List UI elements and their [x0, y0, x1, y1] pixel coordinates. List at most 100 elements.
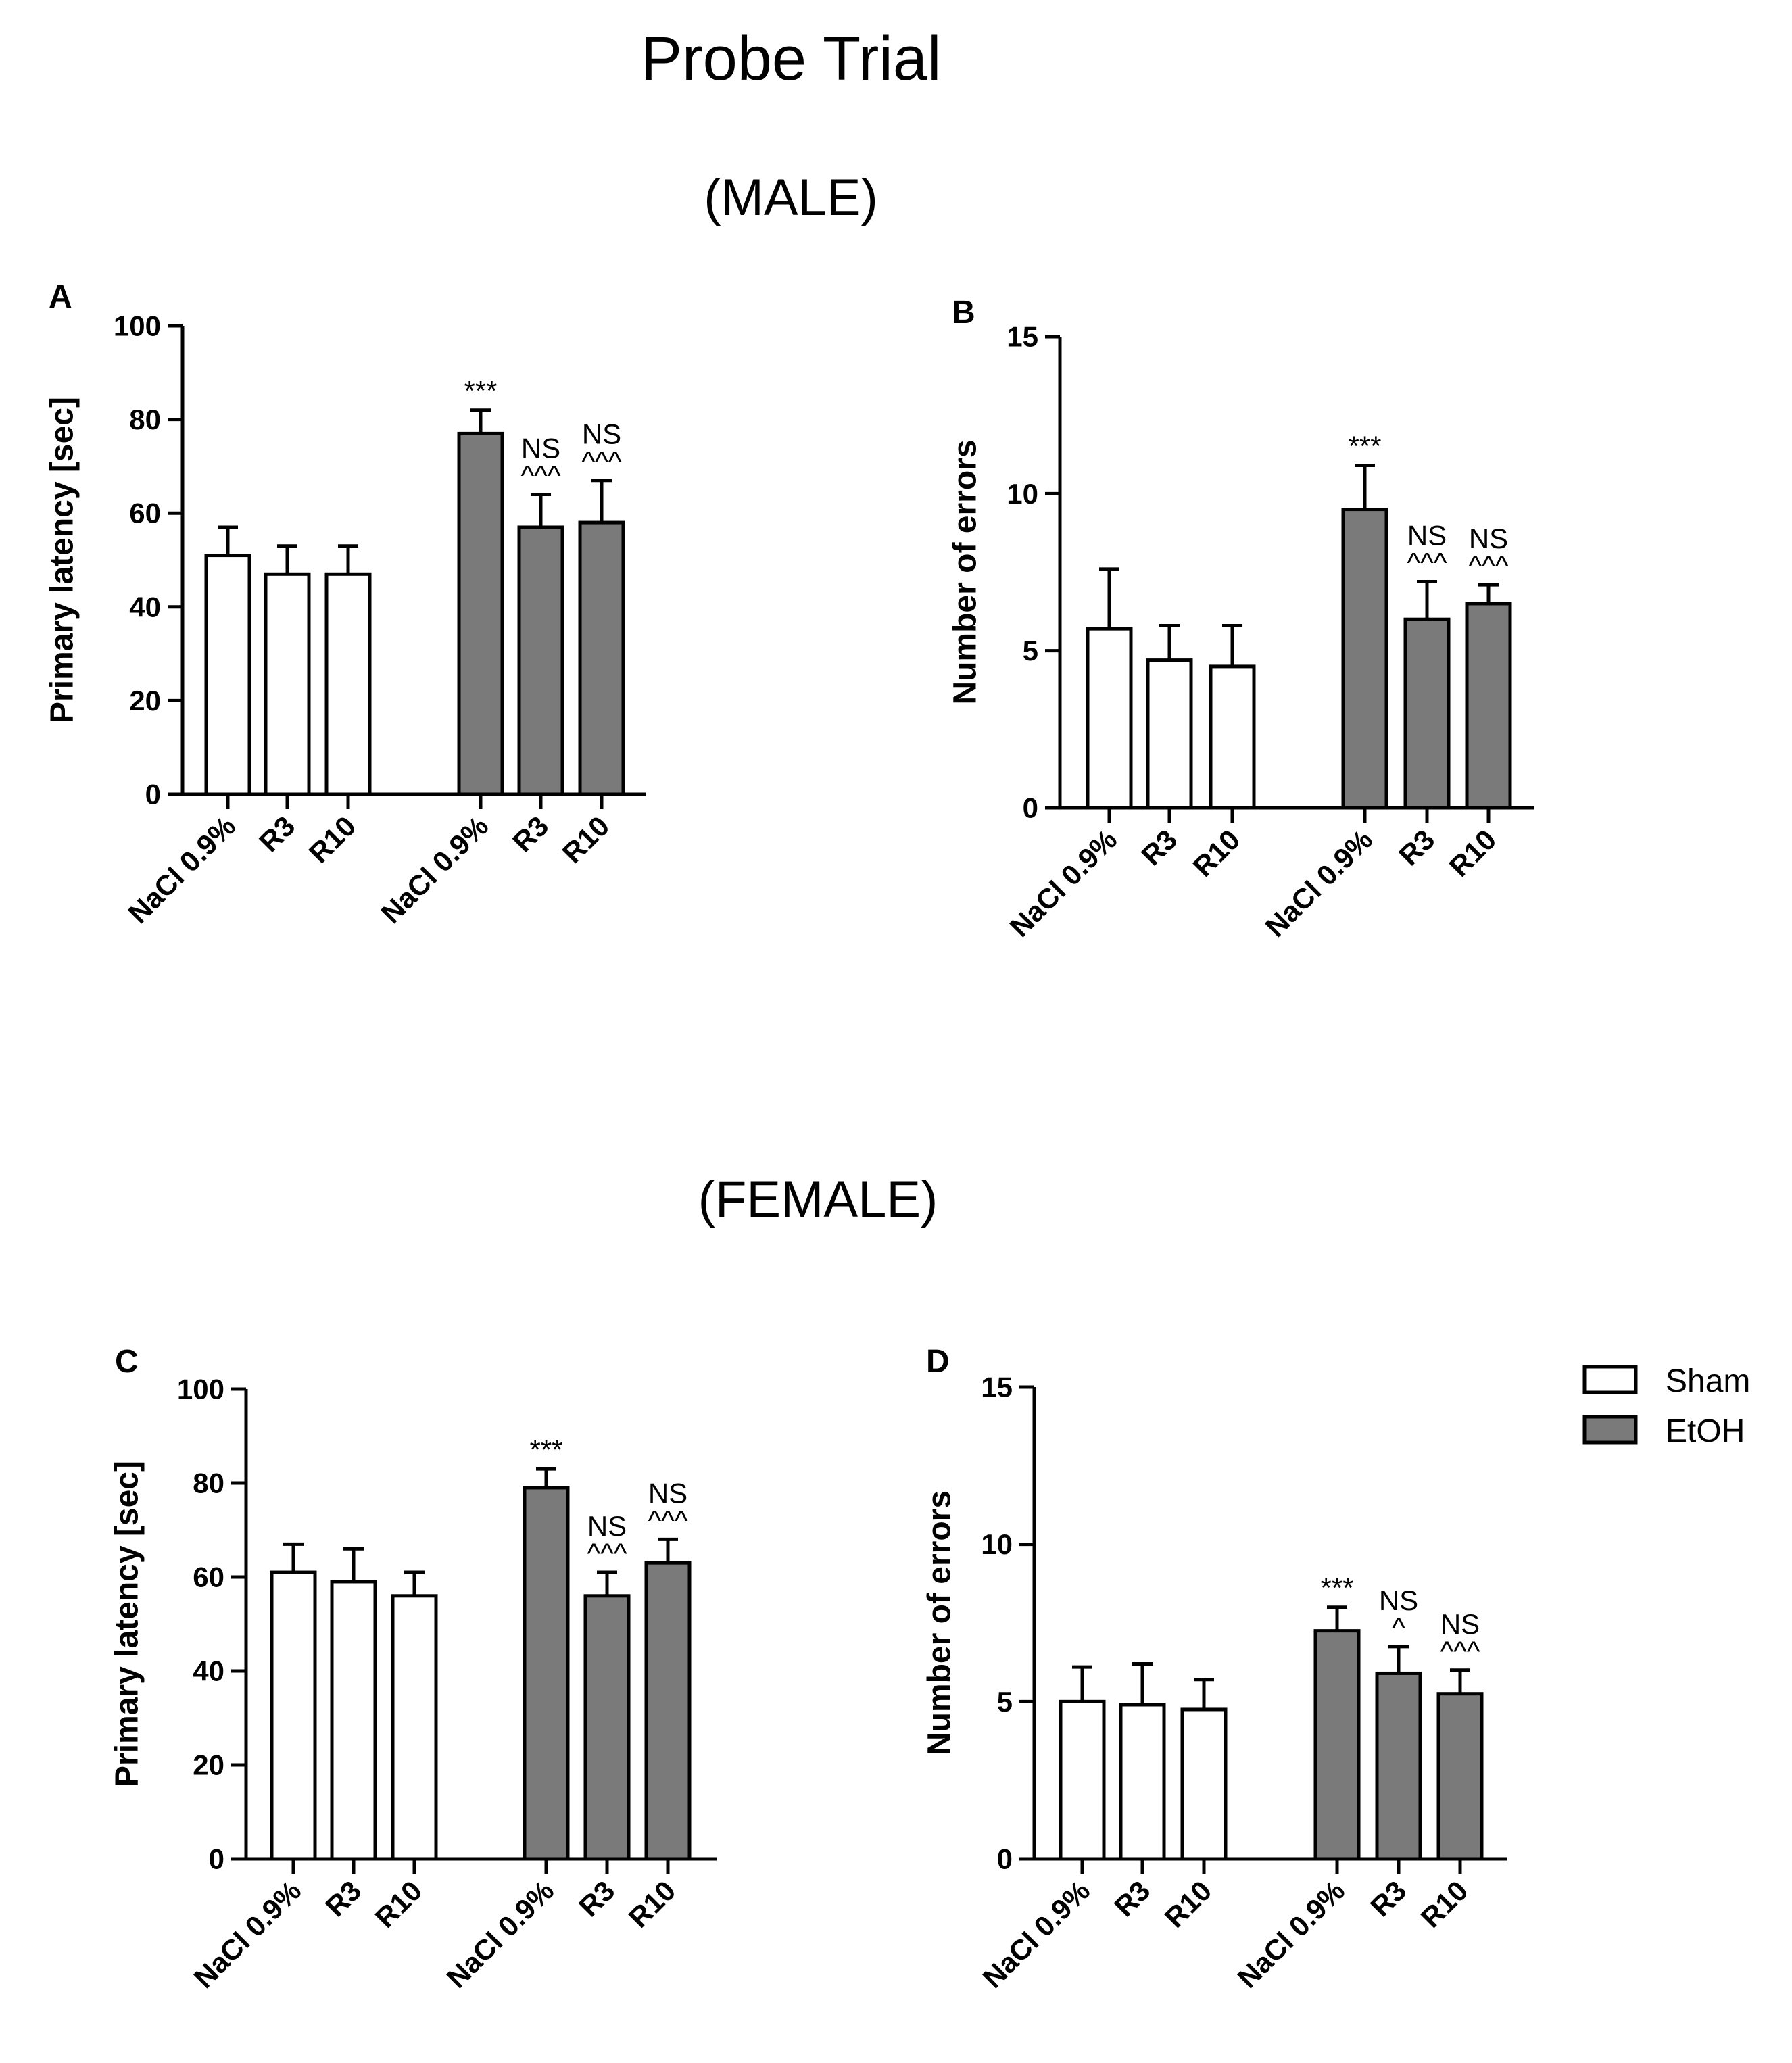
bar-c-etoh: [523, 1486, 570, 1861]
significance-label-a: ^^^: [520, 459, 560, 491]
significance-label-c: NS: [648, 1477, 687, 1509]
bar-b-etoh: [1341, 508, 1388, 810]
y-tick-label-c: 40: [193, 1655, 224, 1687]
x-tick-label-d: R10: [1159, 1874, 1218, 1934]
y-tick-label-d: 0: [997, 1843, 1013, 1875]
x-tick-label-c: R10: [369, 1874, 429, 1934]
bar-c-etoh: [583, 1594, 631, 1861]
y-tick-label-b: 15: [1007, 321, 1038, 353]
significance-label-b: ***: [1348, 431, 1381, 462]
significance-label-a: NS: [582, 418, 621, 450]
bar-c-etoh: [644, 1561, 692, 1861]
panel-letter-a: A: [49, 279, 72, 315]
legend-label-etoh: EtOH: [1666, 1413, 1745, 1449]
x-tick-label-b: NaCl 0.9%: [1259, 823, 1379, 943]
bar-a-etoh: [457, 431, 504, 796]
x-tick-label-a: R10: [303, 810, 362, 869]
significance-label-d: ^: [1392, 1611, 1405, 1643]
bar-d-sham: [1180, 1707, 1228, 1861]
bar-d-etoh: [1436, 1692, 1484, 1861]
panel-letter-d: D: [926, 1344, 950, 1380]
y-tick-label-a: 80: [129, 404, 161, 435]
significance-label-d: ^^^: [1440, 1635, 1480, 1667]
y-tick-label-a: 0: [145, 779, 161, 810]
y-tick-label-b: 10: [1007, 478, 1038, 510]
x-tick-label-d: R3: [1364, 1874, 1412, 1922]
x-tick-label-a: R10: [556, 810, 616, 869]
y-axis-label-b: Number of errors: [948, 439, 984, 704]
x-tick-label-c: NaCl 0.9%: [441, 1874, 560, 1994]
bar-a-etoh: [578, 520, 625, 796]
bar-a-etoh: [517, 525, 564, 796]
y-tick-label-d: 15: [981, 1372, 1013, 1403]
y-tick-label-a: 20: [129, 685, 161, 717]
significance-label-d: NS: [1379, 1584, 1418, 1616]
x-tick-label-b: R3: [1393, 823, 1440, 871]
significance-label-b: ^^^: [1468, 550, 1508, 581]
y-tick-label-c: 20: [193, 1749, 224, 1781]
y-axis-label-d: Number of errors: [922, 1490, 958, 1755]
y-axis-label-a: Primary latency [sec]: [45, 397, 80, 723]
legend-label-sham: Sham: [1666, 1363, 1750, 1399]
panel-letter-b: B: [952, 295, 975, 331]
significance-label-c: ***: [529, 1434, 562, 1465]
y-tick-label-c: 60: [193, 1561, 224, 1593]
bar-a-sham: [324, 572, 372, 796]
bar-b-sham: [1209, 664, 1256, 810]
bar-b-sham: [1146, 658, 1193, 810]
significance-label-b: NS: [1407, 519, 1447, 551]
x-tick-label-b: R10: [1443, 823, 1503, 883]
y-tick-label-c: 80: [193, 1467, 224, 1499]
panel-letter-c: C: [115, 1344, 139, 1380]
bar-d-sham: [1119, 1703, 1166, 1861]
x-tick-label-d: NaCl 0.9%: [1232, 1874, 1351, 1994]
x-tick-label-a: R3: [506, 810, 554, 858]
significance-label-c: ^^^: [648, 1504, 687, 1536]
y-tick-label-a: 40: [129, 591, 161, 623]
section-female-label: (FEMALE): [698, 1171, 938, 1228]
significance-label-a: ***: [464, 375, 497, 407]
y-axis-label-c: Primary latency [sec]: [110, 1461, 145, 1787]
y-tick-label-c: 0: [209, 1843, 224, 1875]
significance-label-a: NS: [521, 432, 560, 464]
x-tick-label-a: R3: [253, 810, 301, 858]
bar-d-etoh: [1313, 1629, 1361, 1861]
significance-label-b: ^^^: [1407, 546, 1447, 578]
panel-c: C Primary latency [sec] 0 20 40 60 80 100 NaCl 0…: [110, 1344, 717, 1994]
x-tick-label-d: NaCl 0.9%: [977, 1874, 1096, 1994]
bar-b-etoh: [1403, 617, 1451, 810]
y-tick-label-b: 5: [1023, 635, 1038, 666]
bar-c-sham: [391, 1594, 438, 1861]
bar-a-sham: [204, 554, 251, 796]
x-tick-label-b: R10: [1187, 823, 1246, 883]
y-tick-label-c: 100: [177, 1374, 224, 1405]
bar-c-sham: [270, 1570, 317, 1861]
significance-label-d: NS: [1440, 1608, 1480, 1640]
significance-label-b: NS: [1469, 523, 1508, 554]
x-tick-label-a: NaCl 0.9%: [375, 810, 495, 929]
figure-title: Probe Trial: [641, 24, 942, 93]
y-tick-label-a: 60: [129, 497, 161, 529]
x-tick-label-b: R3: [1135, 823, 1183, 871]
bar-c-sham: [330, 1580, 377, 1861]
x-tick-label-d: R10: [1415, 1874, 1474, 1934]
y-tick-label-d: 10: [981, 1528, 1013, 1560]
bar-b-sham: [1086, 627, 1133, 810]
bar-d-etoh: [1375, 1671, 1422, 1861]
y-tick-label-a: 100: [114, 310, 161, 342]
x-tick-label-d: R3: [1108, 1874, 1156, 1922]
legend-swatch-sham: [1582, 1365, 1638, 1394]
significance-label-d: ***: [1320, 1572, 1353, 1604]
bar-b-etoh: [1465, 602, 1512, 810]
x-tick-label-c: R3: [319, 1874, 367, 1922]
bar-d-sham: [1059, 1699, 1106, 1861]
panel-a: A Primary latency [sec] 0 20 40 60 80 100 NaCl 0…: [45, 279, 646, 929]
legend-swatch-etoh: [1582, 1415, 1638, 1445]
significance-label-c: NS: [587, 1510, 627, 1542]
x-tick-label-c: NaCl 0.9%: [188, 1874, 308, 1994]
x-tick-label-b: NaCl 0.9%: [1004, 823, 1123, 943]
